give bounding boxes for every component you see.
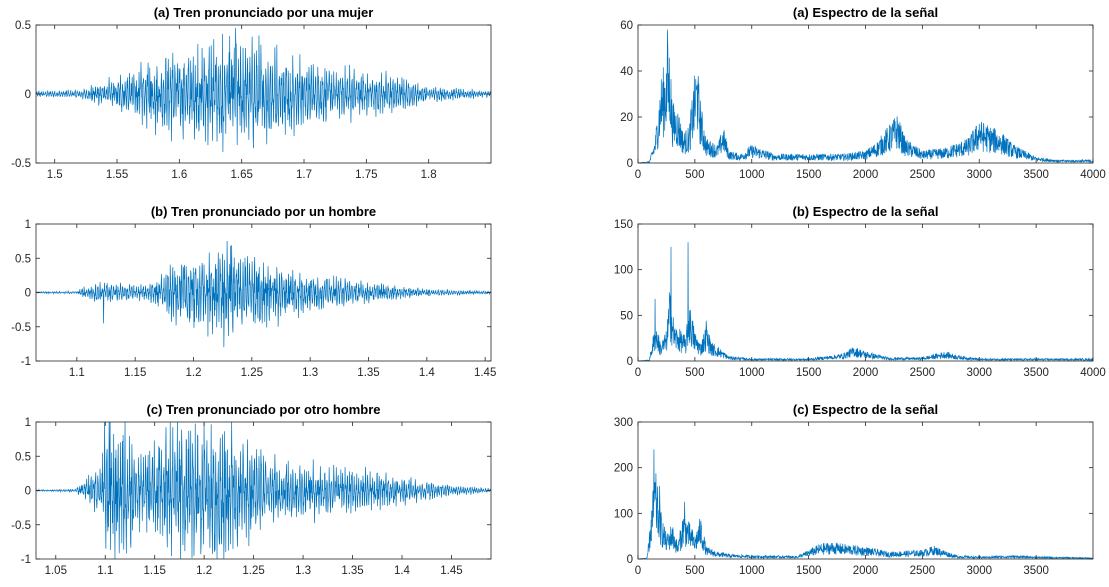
- spec-b-title: (b) Espectro de la señal: [793, 204, 939, 219]
- wave-a-title: (a) Tren pronunciado por una mujer: [154, 5, 374, 20]
- spec-c-xtick-label: 2500: [910, 565, 936, 577]
- spec-b-xtick-label: 2000: [853, 367, 879, 379]
- wave-c-ytick-label: 0.5: [15, 451, 31, 463]
- spec-b-xtick-label: 1000: [739, 367, 765, 379]
- wave-c-xtick-label: 1.45: [440, 565, 462, 577]
- wave-b-xtick-label: 1.15: [124, 367, 146, 379]
- wave-c-title: (c) Tren pronunciado por otro hombre: [147, 402, 381, 417]
- spec-b-ytick-label: 0: [627, 356, 633, 368]
- wave-c-xtick-label: 1.05: [45, 565, 67, 577]
- wave-c-xtick-label: 1.15: [144, 565, 166, 577]
- wave-b-ytick-label: 0: [25, 288, 31, 300]
- wave-a-ytick-label: 0: [25, 89, 31, 101]
- spec-b-axes: 0 500 1000 1500 2000 2500 3000 3500 4000 0 50 100 15…: [614, 204, 1106, 379]
- spec-a-xtick-label: 1000: [739, 169, 765, 181]
- wave-b-ytick-label: -0.5: [11, 322, 31, 334]
- wave-b-xtick-label: 1.35: [357, 367, 379, 379]
- spec-b-xtick-label: 0: [635, 367, 641, 379]
- wave-b-xtick-label: 1.2: [186, 367, 202, 379]
- wave-c-xtick-label: 1.4: [394, 565, 411, 577]
- spec-a-xtick-label: 2000: [853, 169, 879, 181]
- spec-b-ytick-label: 150: [614, 219, 633, 231]
- wave-c-series-line: [36, 422, 491, 559]
- spec-a-xtick-label: 3000: [966, 169, 992, 181]
- spec-a-series-line: [638, 29, 1093, 163]
- wave-a-xtick-label: 1.5: [47, 169, 63, 181]
- wave-c-xtick-label: 1.3: [295, 565, 311, 577]
- wave-b-xtick-label: 1.1: [69, 367, 85, 379]
- spec-b-xtick-label: 500: [685, 367, 704, 379]
- wave-a-xtick-label: 1.6: [171, 169, 187, 181]
- spec-c-xtick-label: 3500: [1023, 565, 1049, 577]
- wave-a-ytick-label: -0.5: [11, 158, 31, 170]
- spec-c-xtick-label: 1000: [739, 565, 765, 577]
- wave-a-xtick-label: 1.65: [230, 169, 252, 181]
- spec-b-ytick-label: 50: [620, 310, 633, 322]
- spec-a-ytick-label: 0: [627, 158, 633, 170]
- spec-c-ytick-label: 100: [614, 508, 633, 520]
- wave-a-ytick-label: 0.5: [15, 20, 31, 32]
- spec-c-xtick-label: 1500: [796, 565, 822, 577]
- wave-b-axes: 1.1 1.15 1.2 1.25 1.3 1.35 1.4 1.45 -1 -0.5 0 0.5 1 (…: [11, 204, 496, 379]
- spec-a-axes: 0 500 1000 1500 2000 2500 3000 3500 4000 0 20 40 60 (…: [620, 5, 1106, 181]
- spec-b-xtick-label: 3500: [1023, 367, 1049, 379]
- spec-c-frame: [637, 421, 1094, 560]
- wave-c-ytick-label: -0.5: [11, 520, 31, 532]
- wave-b-ytick-label: 0.5: [15, 253, 31, 265]
- wave-b-xtick-label: 1.45: [474, 367, 496, 379]
- wave-c-xtick-label: 1.25: [242, 565, 264, 577]
- spec-c-xtick-label: 0: [635, 565, 641, 577]
- spec-c-series-line: [638, 449, 1093, 559]
- spec-b-xtick-label: 2500: [910, 367, 936, 379]
- wave-a-axes: 1.5 1.55 1.6 1.65 1.7 1.75 1.8 -0.5 0 0.5 (a) Tren…: [11, 5, 492, 181]
- wave-b-xtick-label: 1.4: [419, 367, 436, 379]
- wave-a-xtick-label: 1.8: [421, 169, 437, 181]
- spec-a-xtick-label: 3500: [1023, 169, 1049, 181]
- spec-a-xtick-label: 0: [635, 169, 641, 181]
- spec-c-xtick-label: 3000: [966, 565, 992, 577]
- wave-b-title: (b) Tren pronunciado por un hombre: [151, 204, 376, 219]
- spec-c-xtick-label: 2000: [853, 565, 879, 577]
- spec-c-ytick-label: 300: [614, 417, 633, 429]
- spec-b-xtick-label: 3000: [966, 367, 992, 379]
- wave-b-xtick-label: 1.25: [241, 367, 263, 379]
- spec-a-title: (a) Espectro de la señal: [793, 5, 938, 20]
- wave-c-axes: 1.05 1.1 1.15 1.2 1.25 1.3 1.35 1.4 1.45 -1 -0.5 0 0…: [11, 402, 492, 577]
- wave-b-series-line: [36, 241, 491, 348]
- wave-a-xtick-label: 1.55: [106, 169, 128, 181]
- spec-b-frame: [637, 223, 1094, 362]
- spec-a-xtick-label: 1500: [796, 169, 822, 181]
- spec-b-ytick-label: 100: [614, 265, 633, 277]
- spec-c-ytick-label: 200: [614, 463, 633, 475]
- spec-b-xtick-label: 4000: [1080, 367, 1106, 379]
- spec-c-ytick-label: 0: [627, 554, 633, 566]
- spec-c-axes: 0 500 1000 1500 2000 2500 3000 3500 0 100 200 300 (c…: [614, 402, 1094, 577]
- spec-a-xtick-label: 500: [685, 169, 704, 181]
- wave-c-xtick-label: 1.35: [341, 565, 363, 577]
- spec-b-xtick-label: 1500: [796, 367, 822, 379]
- wave-a-xtick-label: 1.7: [296, 169, 312, 181]
- spec-a-ytick-label: 40: [620, 66, 633, 78]
- spec-a-ytick-label: 20: [620, 112, 633, 124]
- spec-c-title: (c) Espectro de la señal: [793, 402, 938, 417]
- wave-c-ytick-label: 1: [25, 417, 31, 429]
- wave-a-series-line: [36, 27, 491, 152]
- wave-c-xtick-label: 1.1: [97, 565, 113, 577]
- wave-c-ytick-label: 0: [25, 486, 31, 498]
- wave-b-ytick-label: -1: [21, 356, 31, 368]
- wave-a-xtick-label: 1.75: [355, 169, 377, 181]
- wave-c-ytick-label: -1: [21, 554, 31, 566]
- wave-c-xtick-label: 1.2: [196, 565, 212, 577]
- spec-a-xtick-label: 2500: [910, 169, 936, 181]
- spec-a-xtick-label: 4000: [1080, 169, 1106, 181]
- spec-a-ytick-label: 60: [620, 20, 633, 32]
- spec-b-series-line: [638, 242, 1093, 361]
- wave-b-ytick-label: 1: [25, 219, 31, 231]
- wave-b-xtick-label: 1.3: [302, 367, 318, 379]
- spec-c-xtick-label: 500: [685, 565, 704, 577]
